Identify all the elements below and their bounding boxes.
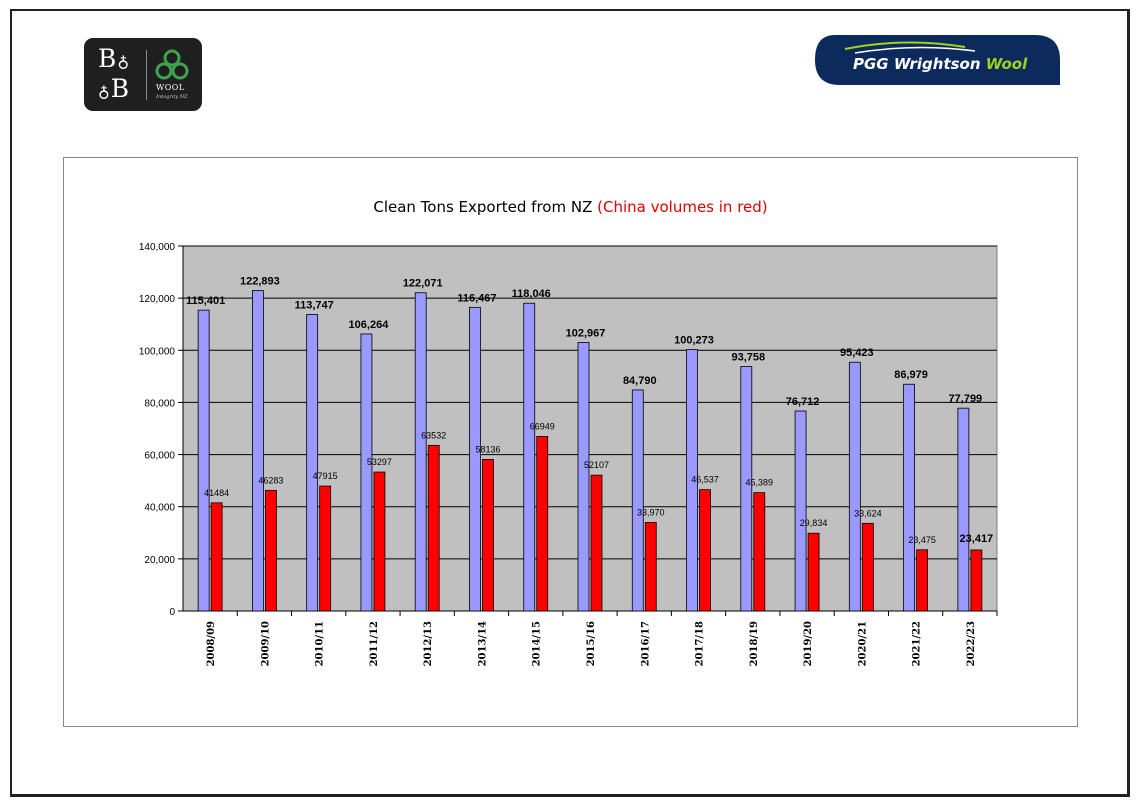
bar-china [373,471,386,612]
data-label-total: 86,979 [894,369,928,381]
bar-china [590,474,603,612]
chart-container: Clean Tons Exported from NZ (China volum… [63,157,1078,727]
y-tick-label: 120,000 [139,294,176,305]
pgg-badge-shape [815,35,1060,85]
x-tick-label: 2020/21 [857,621,868,666]
x-tick-label: 2013/14 [477,621,488,666]
data-label-total: 77,799 [949,393,983,405]
bb-monogram: B♁ ♁B [98,44,131,103]
data-label-total: 95,423 [840,347,874,359]
data-label-total: 100,273 [674,335,714,347]
x-tick-label: 2021/22 [912,621,923,666]
y-tick-label: 0 [169,607,175,618]
data-label-china: 23,417 [960,533,994,545]
bar-total [414,292,427,612]
bar-total [903,383,915,612]
bar-china [699,489,711,612]
bar-china [970,549,983,612]
x-tick-label: 2011/12 [369,621,380,666]
data-label-total: 115,401 [186,295,225,307]
data-label-total: 106,264 [349,319,390,331]
bar-total [469,306,481,612]
x-tick-label: 2017/18 [695,621,706,666]
bar-total [631,389,644,612]
wool-integrity-logo: B♁ ♁B WOOL Integrity NZ [84,38,202,111]
data-label-china: 63532 [421,430,446,440]
bar-china [482,459,494,612]
bar-china [264,489,277,612]
data-label-china: 53297 [367,457,392,467]
x-tick-label: 2009/10 [260,621,271,666]
data-label-total: 122,893 [240,276,280,288]
bar-china [753,492,766,612]
chart-title-note: (China volumes in red) [597,198,768,216]
data-label-china: 41484 [204,488,229,498]
x-tick-label: 2012/13 [423,621,434,666]
data-label-total: 93,758 [731,352,765,364]
bar-china [427,444,440,612]
data-label-china: 46283 [258,475,283,485]
data-label-china: 52107 [584,460,609,470]
y-tick-label: 40,000 [144,503,175,514]
bar-total [197,309,210,612]
bar-total [577,342,590,612]
data-label-china: 29,834 [800,518,828,528]
data-label-total: 116,467 [457,292,496,304]
data-label-china: 45,389 [746,478,774,488]
x-tick-label: 2010/11 [315,621,326,666]
chart-title: Clean Tons Exported from NZ (China volum… [373,198,768,216]
y-tick-label: 60,000 [144,451,175,462]
data-label-china: 46,537 [691,475,719,485]
data-label-total: 118,046 [512,288,551,300]
wool-label: WOOL [156,83,185,92]
data-label-china: 66949 [530,421,555,431]
data-label-china: 23,475 [908,535,936,545]
bar-china [807,532,820,612]
bar-total [740,366,753,612]
bar-china [644,522,657,612]
y-tick-label: 20,000 [144,555,175,566]
logo-divider [146,50,147,100]
bar-total [306,314,319,612]
x-tick-label: 2014/15 [532,621,543,666]
bar-china [536,436,549,612]
trefoil-icon [155,49,189,80]
x-tick-label: 2022/23 [966,621,977,666]
y-tick-label: 140,000 [139,242,176,253]
wool-sublabel: Integrity NZ [156,94,188,100]
bar-china [916,549,928,612]
plot-area [182,245,998,612]
x-tick-label: 2018/19 [749,621,760,666]
x-tick-label: 2008/09 [206,621,217,666]
bar-total [251,290,264,612]
bar-china [861,522,874,612]
data-label-china: 47915 [313,471,338,481]
data-label-total: 84,790 [623,375,657,387]
bar-chart: 0 20,000 40,000 60,000 80,000 100,000 120,000 1… [139,242,998,666]
y-tick-label: 80,000 [144,398,175,409]
x-tick-label: 2016/17 [640,621,651,666]
data-label-china: 58136 [475,444,500,454]
data-label-total: 102,967 [566,328,606,340]
bar-total [848,361,861,612]
pgg-wordmark: PGG Wrightson Wool [853,55,1028,73]
bar-total [686,349,698,612]
data-label-total: 113,747 [295,299,334,311]
y-tick-label: 100,000 [139,346,176,357]
bar-total [794,410,807,612]
data-label-total: 122,071 [403,278,443,290]
pgg-wrightson-logo: PGG Wrightson Wool [815,35,1060,85]
data-label-china: 33,624 [854,508,882,518]
data-label-total: 76,712 [786,396,820,408]
data-label-china: 33,970 [637,507,665,517]
bar-china [319,485,332,612]
x-tick-label: 2015/16 [586,621,597,666]
x-tick-label: 2019/20 [803,621,814,666]
bar-china [210,502,223,612]
bar-total [957,407,970,612]
bar-total [523,302,536,612]
bar-total [360,333,373,612]
